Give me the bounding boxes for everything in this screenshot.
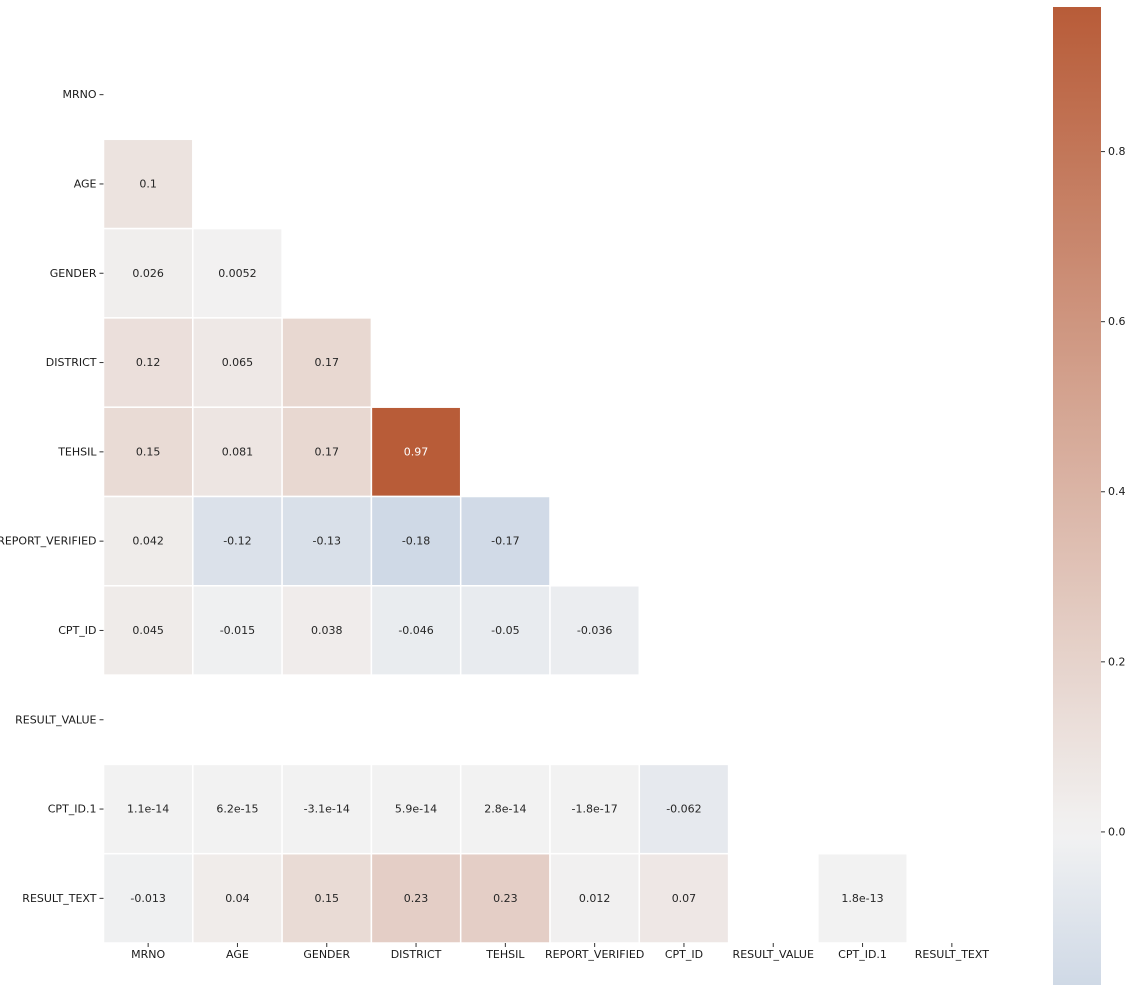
- heatmap-cell-CPT_ID-DISTRICT: [370, 585, 462, 676]
- cell-value-label: 0.23: [404, 892, 429, 905]
- cell-value-label: 1.8e-13: [841, 892, 883, 905]
- cell-value-label: 0.15: [315, 892, 340, 905]
- x-tick-label: AGE: [226, 948, 249, 961]
- cell-value-label: -0.036: [577, 624, 612, 637]
- heatmap-cell-TEHSIL-AGE: [192, 406, 283, 498]
- x-tick-label: RESULT_TEXT: [915, 948, 989, 961]
- y-tick-label: CPT_ID: [58, 624, 96, 637]
- cell-value-label: 0.026: [132, 267, 164, 280]
- y-tick-label: TEHSIL: [57, 445, 97, 458]
- cell-value-label: -0.013: [130, 892, 165, 905]
- cell-value-label: -0.015: [220, 624, 255, 637]
- x-tick-label: GENDER: [303, 948, 350, 961]
- cell-value-label: 0.12: [136, 356, 161, 369]
- cell-value-label: 0.97: [404, 445, 429, 458]
- y-tick-label: CPT_ID.1: [48, 803, 97, 816]
- cell-value-label: -0.18: [402, 535, 430, 548]
- y-tick-label: AGE: [74, 177, 97, 190]
- cell-value-label: -3.1e-14: [304, 803, 350, 816]
- heatmap-cell-TEHSIL-DISTRICT: [370, 406, 462, 498]
- heatmap-cell-REPORT_VERIFIED-DISTRICT: [370, 495, 462, 587]
- heatmap-cell-RESULT_TEXT-CPT_ID.1: [817, 852, 908, 944]
- colorbar-tick-label: 0.2: [1108, 655, 1126, 668]
- heatmap-cell-CPT_ID.1-CPT_ID: [638, 763, 730, 855]
- heatmap-cell-GENDER-MRNO: [102, 227, 194, 319]
- cell-value-label: 2.8e-14: [484, 803, 526, 816]
- cell-value-label: 0.065: [222, 356, 254, 369]
- y-tick-label: RESULT_TEXT: [22, 892, 96, 905]
- heatmap-cell-CPT_ID-TEHSIL: [459, 585, 551, 676]
- cell-value-label: 0.17: [315, 356, 340, 369]
- y-tick-label: DISTRICT: [46, 356, 97, 369]
- heatmap-cell-CPT_ID.1-DISTRICT: [370, 763, 462, 855]
- cell-value-label: 5.9e-14: [395, 803, 437, 816]
- cell-value-label: 0.038: [311, 624, 343, 637]
- y-tick-label: RESULT_VALUE: [15, 713, 96, 726]
- cell-value-label: 0.012: [579, 892, 611, 905]
- colorbar-tick-label: 0.6: [1108, 315, 1126, 328]
- colorbar-tick-label: 0.4: [1108, 485, 1126, 498]
- colorbar: [1053, 7, 1101, 985]
- y-tick-label: GENDER: [50, 267, 97, 280]
- heatmap-cell-CPT_ID-REPORT_VERIFIED: [549, 585, 641, 676]
- heatmap-cell-CPT_ID-GENDER: [281, 585, 373, 676]
- cell-value-label: 6.2e-15: [216, 803, 258, 816]
- x-tick-label: CPT_ID.1: [838, 948, 887, 961]
- heatmap-cell-AGE-MRNO: [102, 138, 194, 230]
- x-tick-label: RESULT_VALUE: [733, 948, 814, 961]
- cell-value-label: 0.04: [225, 892, 250, 905]
- colorbar-tick-label: 0.8: [1108, 145, 1126, 158]
- heatmap-cell-DISTRICT-GENDER: [281, 317, 373, 408]
- cell-value-label: 0.23: [493, 892, 518, 905]
- y-tick-label: REPORT_VERIFIED: [0, 535, 97, 548]
- heatmap-cell-RESULT_TEXT-GENDER: [281, 852, 373, 944]
- y-tick-label: MRNO: [62, 88, 96, 101]
- x-tick-label: CPT_ID: [665, 948, 703, 961]
- heatmap-cell-REPORT_VERIFIED-AGE: [192, 495, 283, 587]
- cell-value-label: 0.07: [672, 892, 697, 905]
- heatmap-cell-RESULT_TEXT-MRNO: [102, 852, 194, 944]
- cell-value-label: 0.17: [315, 445, 340, 458]
- x-tick-label: DISTRICT: [391, 948, 442, 961]
- cell-value-label: -1.8e-17: [572, 803, 618, 816]
- heatmap-cell-CPT_ID.1-MRNO: [102, 763, 194, 855]
- cell-value-label: -0.13: [313, 535, 341, 548]
- cell-value-label: -0.05: [491, 624, 519, 637]
- heatmap-cell-CPT_ID-AGE: [192, 585, 283, 676]
- cell-value-label: 0.081: [222, 445, 254, 458]
- x-tick-label: REPORT_VERIFIED: [545, 948, 644, 961]
- x-tick-label: TEHSIL: [485, 948, 525, 961]
- cell-value-label: 0.0052: [218, 267, 257, 280]
- heatmap-cell-CPT_ID.1-REPORT_VERIFIED: [549, 763, 641, 855]
- cell-value-label: 0.045: [132, 624, 164, 637]
- cell-value-label: -0.046: [398, 624, 433, 637]
- heatmap-cell-CPT_ID.1-AGE: [192, 763, 283, 855]
- cell-value-label: 0.15: [136, 445, 161, 458]
- cell-value-label: -0.12: [223, 535, 251, 548]
- cell-value-label: -0.062: [666, 803, 701, 816]
- heatmap-cell-GENDER-AGE: [192, 227, 283, 319]
- x-tick-label: MRNO: [131, 948, 165, 961]
- cell-value-label: -0.17: [491, 535, 519, 548]
- colorbar-tick-label: 0.0: [1108, 825, 1126, 838]
- cell-value-label: 0.042: [132, 535, 164, 548]
- cell-value-label: 1.1e-14: [127, 803, 169, 816]
- cell-value-label: 0.1: [139, 177, 157, 190]
